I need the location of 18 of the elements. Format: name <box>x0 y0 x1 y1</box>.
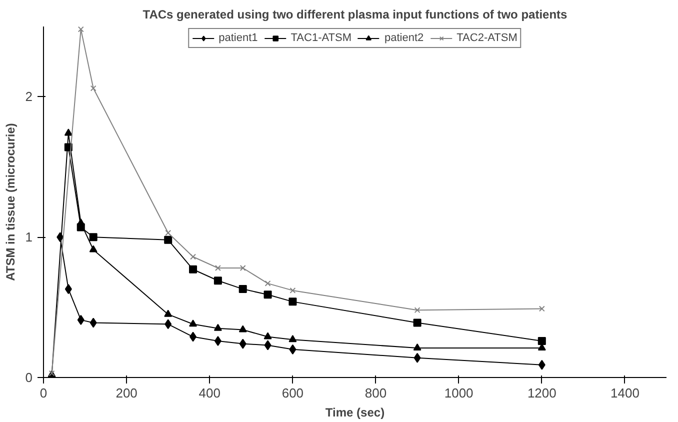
legend-label: TAC2-ATSM <box>456 32 518 44</box>
x-axis-title: Time (sec) <box>325 406 385 420</box>
x-tick-label: 1000 <box>444 386 474 400</box>
y-tick-label: 2 <box>25 89 33 104</box>
legend-label: patient2 <box>384 32 424 44</box>
x-tick-label: 800 <box>364 386 387 400</box>
x-tick-label: 200 <box>116 386 138 400</box>
x-tick-label: 400 <box>198 386 220 400</box>
legend-label: TAC1-ATSM <box>290 32 352 44</box>
y-tick-label: 1 <box>25 230 33 245</box>
x-tick-label: 1400 <box>610 386 640 400</box>
legend-label: patient1 <box>218 32 258 44</box>
x-tick-label: 600 <box>282 386 304 400</box>
y-axis-title: ATSM in tissue (microcurie) <box>3 123 18 281</box>
y-tick-label: 0 <box>25 370 33 385</box>
chart-title: TACs generated using two different plasma input functions of two patients <box>142 8 568 22</box>
x-tick-label: 1200 <box>527 386 556 400</box>
x-tick-label: 0 <box>40 386 48 400</box>
